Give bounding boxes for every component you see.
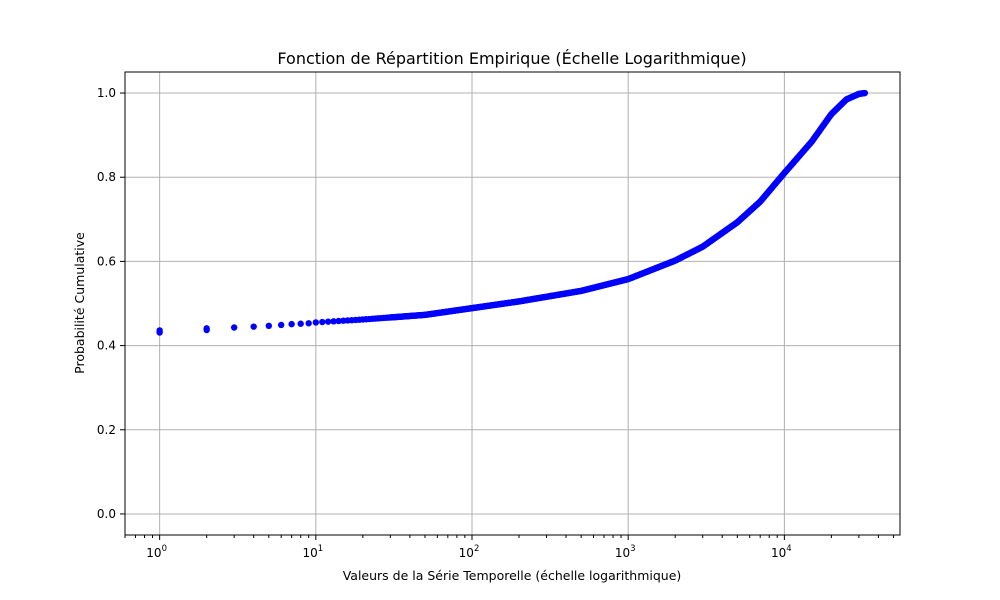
y-tick-label: 0.4 [97,339,116,353]
data-point [297,320,304,327]
y-tick-label: 1.0 [97,86,116,100]
x-tick-label: 104 [771,544,792,560]
data-point [203,325,210,332]
x-tick-label: 100 [146,544,167,560]
chart-title: Fonction de Répartition Empirique (Échel… [277,49,746,68]
x-axis-label: Valeurs de la Série Temporelle (échelle … [343,568,682,583]
x-tick-label: 103 [615,544,636,560]
data-point [230,324,238,331]
y-tick-label: 0.8 [97,170,116,184]
data-point [330,318,337,325]
data-point [861,89,869,97]
data-point [277,321,285,329]
data-point [288,320,295,328]
x-tick-label: 102 [459,544,480,560]
data-point [305,320,312,327]
plot-frame [124,71,901,536]
data-point [324,318,332,325]
data-point [312,319,320,326]
data-point [265,322,273,330]
data-point [156,327,163,334]
x-tick-label: 101 [302,544,323,560]
data-point [250,323,257,330]
data-point [335,317,342,325]
y-tick-label: 0.2 [97,423,116,437]
y-tick-label: 0.6 [97,254,116,268]
grid-layer [125,72,900,535]
data-point [319,318,326,326]
y-axis-label: Probabilité Cumulative [72,232,87,374]
y-tick-label: 0.0 [97,507,116,521]
points-layer [156,89,869,336]
ticks-layer: 100 101 102 103 104 0.0 0.2 0.4 0.6 0.8 1.0 [97,86,895,560]
